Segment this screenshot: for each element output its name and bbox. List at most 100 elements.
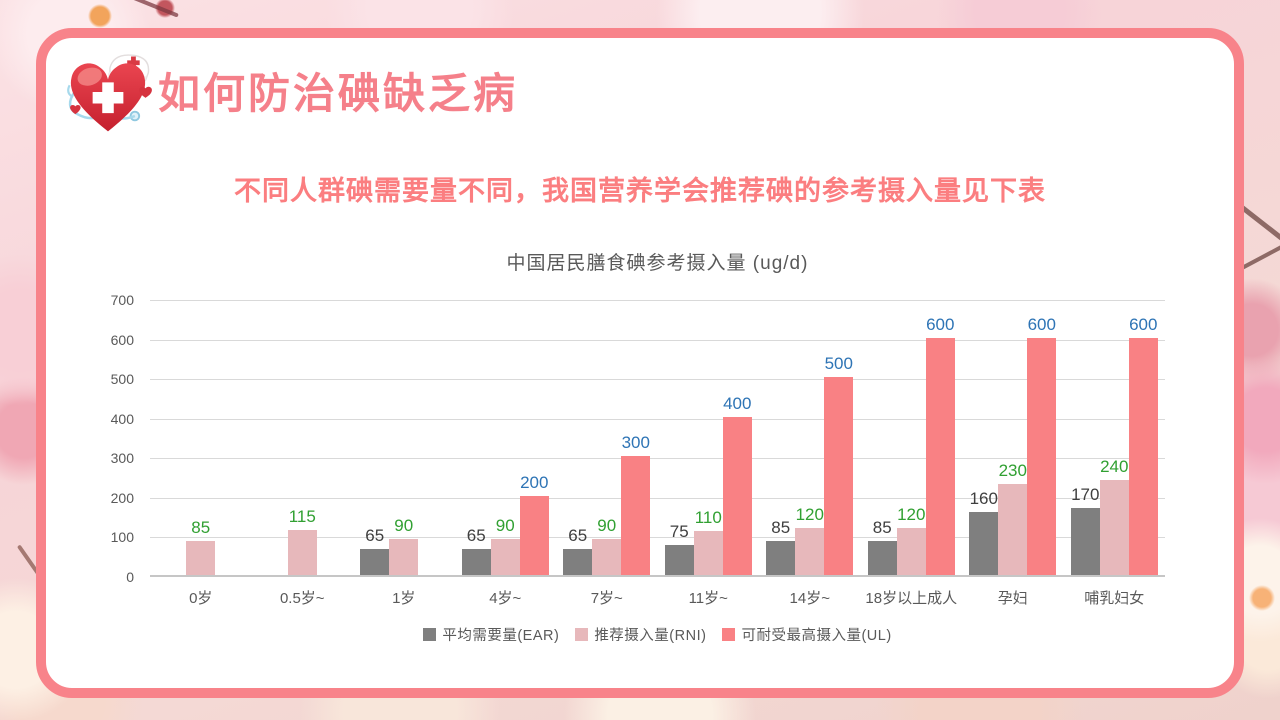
bar-value-label: 90 (597, 516, 617, 536)
x-category-label: 哺乳妇女 (1084, 590, 1145, 607)
bar: 600 (925, 315, 955, 575)
bar-value-label: 85 (771, 518, 791, 538)
x-category-label: 0岁 (189, 590, 213, 607)
y-tick-label: 300 (110, 450, 134, 467)
gridline (150, 537, 1165, 539)
bar-value-label: 230 (998, 461, 1027, 480)
bar: 90 (490, 516, 520, 575)
bar: 65 (461, 526, 491, 575)
bar: 600 (1128, 315, 1158, 575)
bar: 85 (867, 518, 897, 575)
legend-item: 可耐受最高摄入量(UL) (722, 624, 891, 645)
x-category-label: 11岁~ (688, 590, 728, 607)
gridline (150, 497, 1165, 499)
legend-swatch-icon (575, 628, 589, 641)
bar: 90 (592, 516, 622, 575)
bar: 75 (664, 522, 694, 575)
bar-group: 65 90 200 (455, 300, 557, 575)
bar-value-label: 200 (520, 472, 549, 492)
bar-group: 65 90 (353, 300, 455, 575)
legend-label: 推荐摄入量(RNI) (594, 628, 707, 644)
bar-value-label: 75 (669, 522, 689, 542)
legend-swatch-icon (722, 628, 736, 641)
legend-label: 平均需要量(EAR) (442, 628, 560, 644)
gridline (150, 339, 1165, 341)
x-category-label: 14岁~ (789, 590, 830, 607)
bar-group: 160 230 600 (962, 300, 1064, 575)
bar: 160 (969, 489, 999, 575)
bar-value-label: 160 (969, 488, 998, 508)
x-category-label: 1岁 (392, 590, 416, 607)
bar-value-label: 65 (466, 526, 486, 546)
bar-value-label: 600 (1129, 314, 1158, 334)
bar-value-label: 300 (621, 433, 650, 453)
gridline (150, 458, 1165, 460)
heart-medical-icon (60, 46, 156, 138)
x-category-label: 孕妇 (997, 590, 1028, 607)
bar-group: 65 90 300 (556, 300, 658, 575)
bar: 500 (824, 354, 854, 575)
bar-value-label: 85 (872, 518, 892, 538)
y-tick-label: 500 (110, 371, 134, 388)
y-tick-label: 400 (110, 410, 134, 427)
bar: 65 (563, 526, 593, 575)
bar-value-label: 65 (568, 526, 588, 546)
bar: 600 (1027, 315, 1057, 575)
gridline (150, 418, 1165, 420)
bar-group: 115 (252, 300, 354, 575)
bar-value-label: 170 (1071, 484, 1100, 504)
legend-item: 推荐摄入量(RNI) (575, 624, 706, 645)
bar: 85 (766, 518, 796, 575)
gridline (150, 379, 1165, 381)
bar-value-label: 120 (897, 504, 926, 524)
legend-item: 平均需要量(EAR) (423, 624, 559, 645)
bar-value-label: 115 (288, 506, 316, 526)
chart-legend: 平均需要量(EAR) 推荐摄入量(RNI) 可耐受最高摄入量(UL) (150, 624, 1165, 645)
bar-value-label: 85 (191, 518, 211, 538)
bar: 65 (360, 526, 390, 575)
x-category-label: 18岁以上成人 (865, 590, 958, 607)
bar: 120 (795, 505, 825, 575)
bar-value-label: 65 (365, 526, 385, 546)
bar-group: 170 240 600 (1064, 300, 1166, 575)
y-tick-label: 0 (126, 569, 134, 585)
y-tick-label: 100 (110, 529, 134, 546)
bar-value-label: 90 (495, 516, 515, 536)
x-category-label: 0.5岁~ (279, 590, 325, 607)
bar: 240 (1099, 457, 1129, 575)
bar-group: 85 120 600 (861, 300, 963, 575)
bar-value-label: 120 (795, 504, 824, 524)
bar-value-label: 110 (694, 508, 722, 528)
branch-decoration (129, 0, 179, 18)
x-category-label: 4岁~ (489, 590, 522, 607)
y-tick-label: 700 (110, 292, 134, 308)
y-tick-label: 200 (110, 489, 134, 506)
bar: 115 (287, 507, 317, 575)
bar: 85 (186, 518, 216, 575)
gridline (150, 300, 1165, 301)
bar: 90 (389, 516, 419, 575)
bar-group: 75 110 400 (658, 300, 760, 575)
bar-value-label: 500 (824, 354, 853, 374)
slide-card: 如何防治碘缺乏病 不同人群碘需要量不同，我国营养学会推荐碘的参考摄入量见下表 中… (36, 28, 1244, 698)
bar-group: 85 120 500 (759, 300, 861, 575)
x-category-label: 7岁~ (590, 590, 623, 607)
slide-subtitle: 不同人群碘需要量不同，我国营养学会推荐碘的参考摄入量见下表 (234, 176, 1046, 206)
legend-label: 可耐受最高摄入量(UL) (741, 628, 892, 644)
bar-value-label: 90 (394, 516, 414, 536)
chart-title: 中国居民膳食碘参考摄入量 (ug/d) (506, 253, 809, 274)
bar-group: 85 (150, 300, 252, 575)
x-axis: 0岁 0.5岁~ 1岁 4岁~ 7岁~ 11岁~ 14岁~ 18岁以上成人 孕妇 哺乳妇女 (46, 587, 1234, 607)
page-title: 如何防治碘缺乏病 (158, 72, 519, 118)
bar-value-label: 400 (723, 393, 752, 413)
bar: 200 (519, 473, 549, 575)
bar: 400 (722, 394, 752, 575)
chart-plot-area: 85 115 65 90 65 90 200 65 90 300 75 110 400 85 120 500 8… (150, 300, 1165, 577)
legend-swatch-icon (423, 628, 437, 641)
bar-value-label: 600 (926, 314, 955, 334)
bar: 170 (1070, 485, 1100, 575)
bar: 110 (693, 508, 723, 575)
y-tick-label: 600 (110, 331, 134, 348)
bar-value-label: 240 (1100, 457, 1129, 477)
